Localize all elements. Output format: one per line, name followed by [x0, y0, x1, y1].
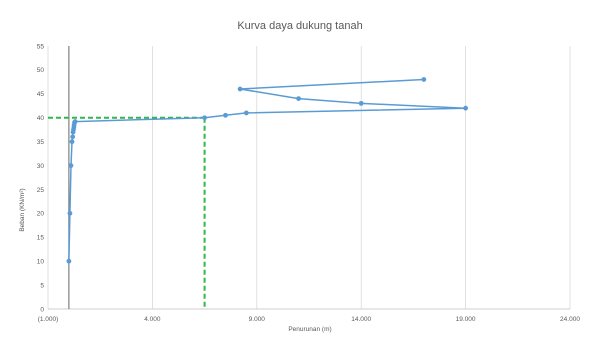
- reference-lines: [48, 116, 206, 309]
- data-point: [358, 100, 364, 106]
- data-point: [223, 112, 228, 118]
- y-tick-label: 10: [37, 258, 45, 265]
- data-point: [243, 110, 249, 116]
- x-tick-label: 4.000: [144, 316, 161, 323]
- chart-title: Kurva daya dukung tanah: [237, 20, 362, 32]
- grid: [47, 46, 571, 309]
- x-tick-label: (1.000): [38, 316, 59, 323]
- y-tick-label: 15: [37, 235, 45, 242]
- y-tick-label: 0: [40, 306, 44, 313]
- data-point: [421, 77, 427, 82]
- data-point: [67, 210, 73, 216]
- data-point: [72, 119, 78, 124]
- y-tick-label: 30: [37, 163, 45, 170]
- y-tick-label: 35: [37, 139, 45, 146]
- y-axis-label: Beban (KN/m²): [19, 188, 26, 231]
- y-tick-label: 20: [37, 211, 45, 218]
- y-tick-label: 50: [37, 67, 45, 74]
- x-axis-label: Penurunan (m): [288, 326, 331, 333]
- x-tick-label: 19.000: [456, 316, 476, 323]
- x-tick-label: 14.000: [351, 316, 371, 323]
- data-point: [70, 134, 76, 140]
- x-tick-label: 24.000: [560, 316, 580, 323]
- y-tick-label: 25: [37, 187, 45, 194]
- tick-labels: (1.000) 4.000 9.000 14.000 19.000 24.000 0 5 10 1…: [37, 43, 581, 323]
- data-point: [66, 258, 72, 264]
- data-point: [202, 115, 208, 121]
- y-tick-label: 45: [37, 91, 45, 98]
- data-point: [69, 139, 75, 145]
- markers: [66, 77, 468, 264]
- data-point: [296, 96, 301, 101]
- data-point: [463, 105, 468, 111]
- axes: [48, 46, 570, 310]
- y-tick-label: 55: [37, 43, 45, 50]
- data-point: [68, 163, 74, 168]
- y-tick-label: 5: [40, 282, 44, 289]
- y-tick-label: 40: [37, 115, 45, 122]
- x-tick-label: 9.000: [249, 316, 266, 323]
- data-point: [237, 86, 243, 92]
